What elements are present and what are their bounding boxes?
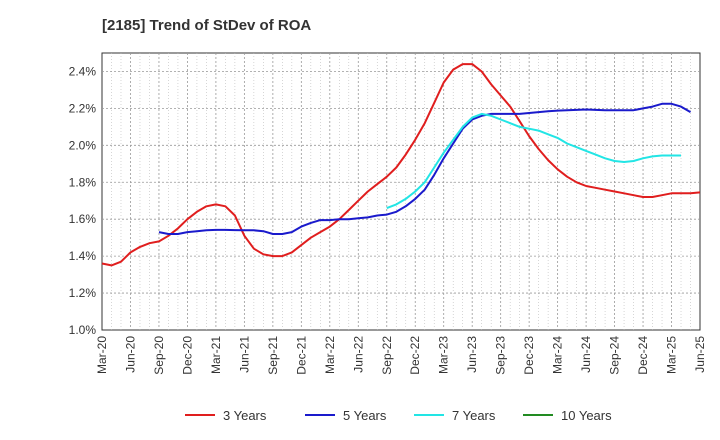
legend-label: 7 Years — [452, 408, 496, 423]
x-tick-label: Dec-23 — [522, 336, 536, 375]
y-tick-label: 1.4% — [69, 249, 97, 263]
y-tick-label: 1.6% — [69, 212, 97, 226]
x-tick-label: Sep-24 — [608, 336, 622, 375]
plot-border — [101, 52, 701, 331]
y-tick-label: 1.8% — [69, 175, 97, 189]
y-tick-label: 2.2% — [69, 101, 97, 115]
x-tick-label: Mar-21 — [209, 336, 223, 374]
x-tick-label: Jun-25 — [693, 336, 707, 373]
x-tick-label: Dec-22 — [408, 336, 422, 375]
x-tick-label: Jun-23 — [465, 336, 479, 373]
legend-label: 3 Years — [223, 408, 267, 423]
chart-title: [2185] Trend of StDev of ROA — [102, 17, 311, 34]
x-tick-label: Jun-24 — [579, 336, 593, 373]
x-tick-label: Jun-20 — [123, 336, 137, 373]
x-tick-label: Mar-20 — [95, 336, 109, 374]
x-tick-label: Mar-24 — [551, 336, 565, 374]
y-tick-label: 1.2% — [69, 286, 97, 300]
x-tick-label: Sep-22 — [380, 336, 394, 375]
y-tick-label: 2.4% — [69, 64, 97, 78]
plot-area: Mar-20 Jun-20 Sep-20 Dec-20 Mar-21 Jun-21 Sep-… — [69, 52, 707, 375]
x-tick-label: Mar-23 — [437, 336, 451, 374]
legend: 3 Years 5 Years 7 Years 10 Years — [185, 408, 612, 423]
x-tick-label: Dec-20 — [180, 336, 194, 375]
x-tick-label: Mar-25 — [665, 336, 679, 374]
y-tick-label: 1.0% — [69, 323, 97, 337]
x-tick-label: Dec-21 — [294, 336, 308, 375]
x-tick-label: Mar-22 — [323, 336, 337, 374]
x-tick-label: Jun-22 — [351, 336, 365, 373]
legend-label: 5 Years — [343, 408, 387, 423]
x-tick-label: Sep-23 — [494, 336, 508, 375]
x-tick-label: Sep-20 — [152, 336, 166, 375]
y-tick-label: 2.0% — [69, 138, 97, 152]
series-line-5-years — [158, 102, 692, 235]
x-tick-label: Sep-21 — [266, 336, 280, 375]
legend-label: 10 Years — [561, 408, 612, 423]
series-line-3-years — [101, 63, 701, 267]
x-tick-label: Jun-21 — [237, 336, 251, 373]
x-tick-label: Dec-24 — [636, 336, 650, 375]
series-line-7-years — [386, 112, 681, 210]
